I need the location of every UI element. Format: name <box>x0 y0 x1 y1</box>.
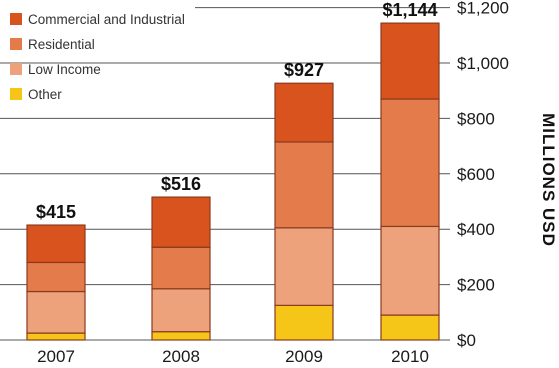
x-tick-label: 2009 <box>285 347 323 366</box>
bar-total-label: $927 <box>284 60 324 80</box>
legend-swatch <box>10 88 22 100</box>
bar-segment-commercial-and-industrial <box>274 82 334 143</box>
y-tick-label: $1,200 <box>457 0 509 18</box>
legend-label: Other <box>28 87 62 102</box>
total-labels: $415 $516 $927 $1,144 <box>36 0 438 222</box>
bar-total-label: $415 <box>36 202 76 222</box>
legend-swatch <box>10 38 22 50</box>
x-tick-label: 2007 <box>37 347 75 366</box>
x-tick-label: 2010 <box>391 347 429 366</box>
bar-total-label: $516 <box>161 174 201 194</box>
legend-swatch <box>10 13 22 25</box>
bar-segment-residential <box>151 246 211 290</box>
bar-segment-commercial-and-industrial <box>151 196 211 248</box>
y-tick-label: $400 <box>457 220 495 239</box>
legend: Commercial and Industrial Residential Low … <box>10 12 185 102</box>
bar-segment-residential <box>274 141 334 229</box>
bar-segment-residential <box>26 261 86 293</box>
bar-segment-other <box>26 332 86 341</box>
bar-segment-low-income <box>380 225 440 316</box>
bar-segment-other <box>151 331 211 341</box>
legend-label: Residential <box>28 37 95 52</box>
y-tick-label: $200 <box>457 276 495 295</box>
x-tick-label: 2008 <box>162 347 200 366</box>
y-tick-label: $800 <box>457 109 495 128</box>
x-axis-tick-labels: 2007 2008 2009 2010 <box>37 347 429 366</box>
bar-segment-commercial-and-industrial <box>26 224 86 264</box>
bar-segment-low-income <box>151 288 211 333</box>
y-tick-label: $0 <box>457 331 476 350</box>
y-tick-label: $600 <box>457 165 495 184</box>
bar-segment-other <box>380 314 440 341</box>
bar-segment-commercial-and-industrial <box>380 22 440 100</box>
bar-segment-low-income <box>274 227 334 306</box>
legend-label: Low Income <box>28 62 101 77</box>
bar-total-label: $1,144 <box>382 0 437 20</box>
bar-segment-low-income <box>26 290 86 334</box>
bar-segment-residential <box>380 98 440 228</box>
y-axis-tick-labels: $0$200$400$600$800$1,000$1,200$1,400 <box>457 0 509 350</box>
legend-label: Commercial and Industrial <box>28 12 185 27</box>
legend-swatch <box>10 63 22 75</box>
y-axis-title: MILLIONS USD <box>539 113 558 247</box>
bar-segment-other <box>274 304 334 341</box>
bar-group <box>26 22 440 341</box>
y-tick-label: $1,000 <box>457 54 509 73</box>
